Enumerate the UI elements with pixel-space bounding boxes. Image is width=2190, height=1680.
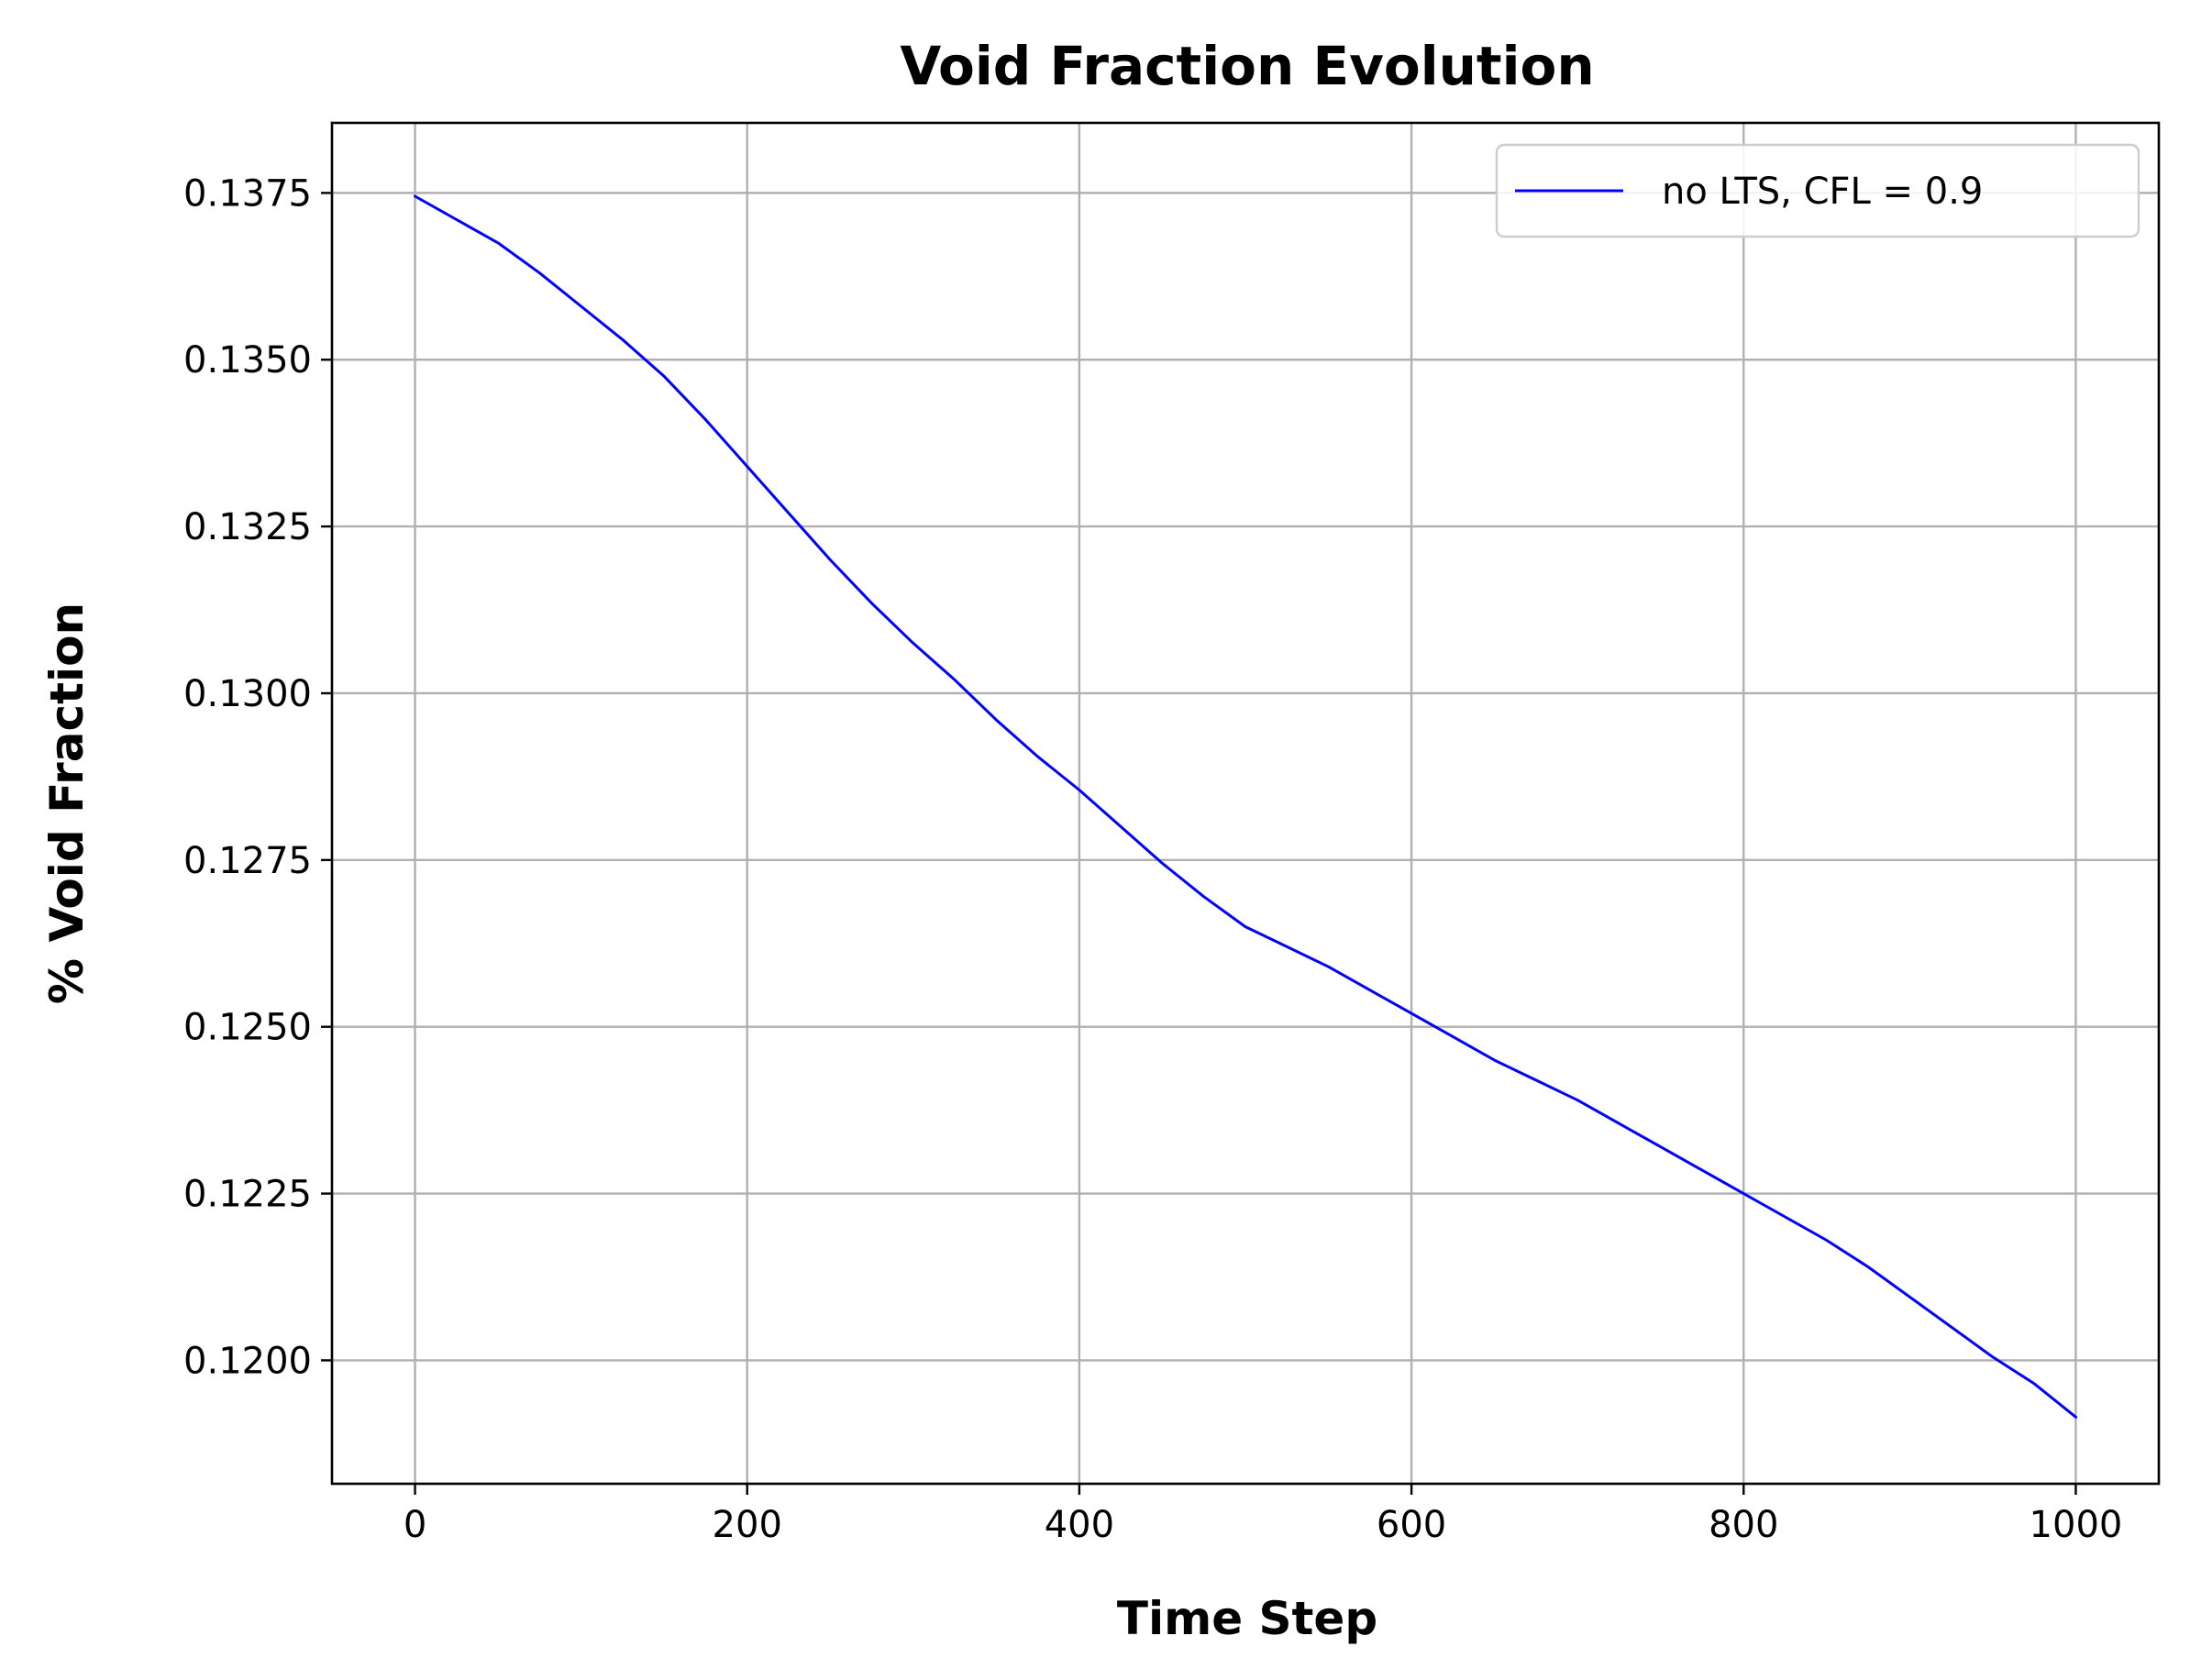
y-tick-label-6: 0.1350 bbox=[183, 339, 312, 381]
y-axis-label: % Void Fraction bbox=[40, 602, 94, 1004]
chart-title: Void Fraction Evolution bbox=[900, 35, 1594, 97]
y-tick-label-5: 0.1325 bbox=[183, 506, 312, 548]
y-axis-ticks: 0.1200 0.1225 0.1250 0.1275 0.1300 0.1325 0.13… bbox=[183, 172, 332, 1382]
y-tick-label-1: 0.1225 bbox=[183, 1174, 312, 1216]
x-tick-label-5: 1000 bbox=[2030, 1504, 2123, 1546]
x-tick-label-2: 400 bbox=[1045, 1504, 1114, 1546]
x-axis-ticks: 0 200 400 600 800 1000 bbox=[404, 1484, 2123, 1546]
x-tick-label-0: 0 bbox=[404, 1504, 426, 1546]
y-tick-label-7: 0.1375 bbox=[183, 172, 312, 215]
y-tick-label-3: 0.1275 bbox=[183, 840, 312, 882]
legend-frame bbox=[1495, 143, 2140, 238]
plot-area bbox=[414, 194, 2077, 1419]
plot-frame bbox=[330, 121, 2161, 1486]
series-line-0 bbox=[414, 194, 2077, 1419]
y-tick-label-4: 0.1300 bbox=[183, 673, 312, 715]
x-tick-label-3: 600 bbox=[1377, 1504, 1446, 1546]
legend: no LTS, CFL = 0.9 bbox=[1495, 143, 2140, 238]
y-tick-label-2: 0.1250 bbox=[183, 1007, 312, 1049]
x-tick-label-4: 800 bbox=[1709, 1504, 1778, 1546]
x-tick-label-1: 200 bbox=[713, 1504, 782, 1546]
legend-entry-label: no LTS, CFL = 0.9 bbox=[1662, 171, 1983, 213]
x-axis-label: Time Step bbox=[1117, 1592, 1377, 1645]
y-tick-label-0: 0.1200 bbox=[183, 1340, 312, 1382]
